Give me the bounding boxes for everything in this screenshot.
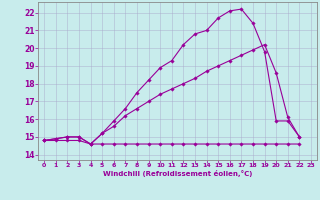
X-axis label: Windchill (Refroidissement éolien,°C): Windchill (Refroidissement éolien,°C) [103, 170, 252, 177]
